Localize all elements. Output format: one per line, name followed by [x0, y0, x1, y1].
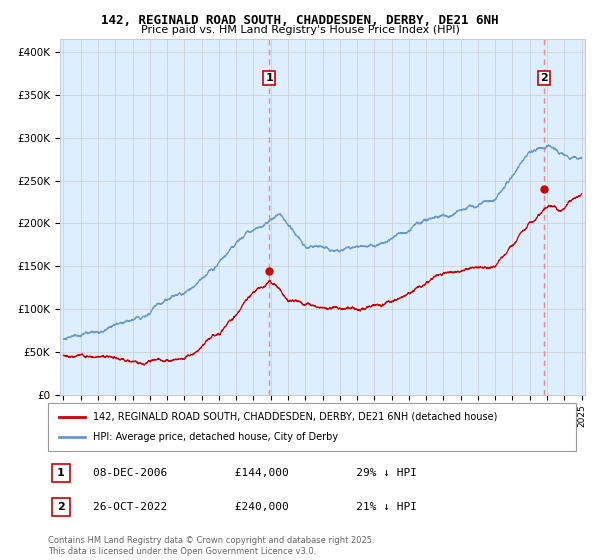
Text: Price paid vs. HM Land Registry's House Price Index (HPI): Price paid vs. HM Land Registry's House … [140, 25, 460, 35]
Text: 26-OCT-2022          £240,000          21% ↓ HPI: 26-OCT-2022 £240,000 21% ↓ HPI [93, 502, 417, 512]
Text: 1: 1 [57, 468, 65, 478]
Text: 08-DEC-2006          £144,000          29% ↓ HPI: 08-DEC-2006 £144,000 29% ↓ HPI [93, 468, 417, 478]
Text: 142, REGINALD ROAD SOUTH, CHADDESDEN, DERBY, DE21 6NH: 142, REGINALD ROAD SOUTH, CHADDESDEN, DE… [101, 14, 499, 27]
Text: 2: 2 [57, 502, 65, 512]
Text: Contains HM Land Registry data © Crown copyright and database right 2025.
This d: Contains HM Land Registry data © Crown c… [48, 536, 374, 556]
Text: 1: 1 [265, 73, 273, 83]
Text: 2: 2 [540, 73, 548, 83]
Text: HPI: Average price, detached house, City of Derby: HPI: Average price, detached house, City… [93, 432, 338, 442]
Text: 142, REGINALD ROAD SOUTH, CHADDESDEN, DERBY, DE21 6NH (detached house): 142, REGINALD ROAD SOUTH, CHADDESDEN, DE… [93, 412, 497, 422]
